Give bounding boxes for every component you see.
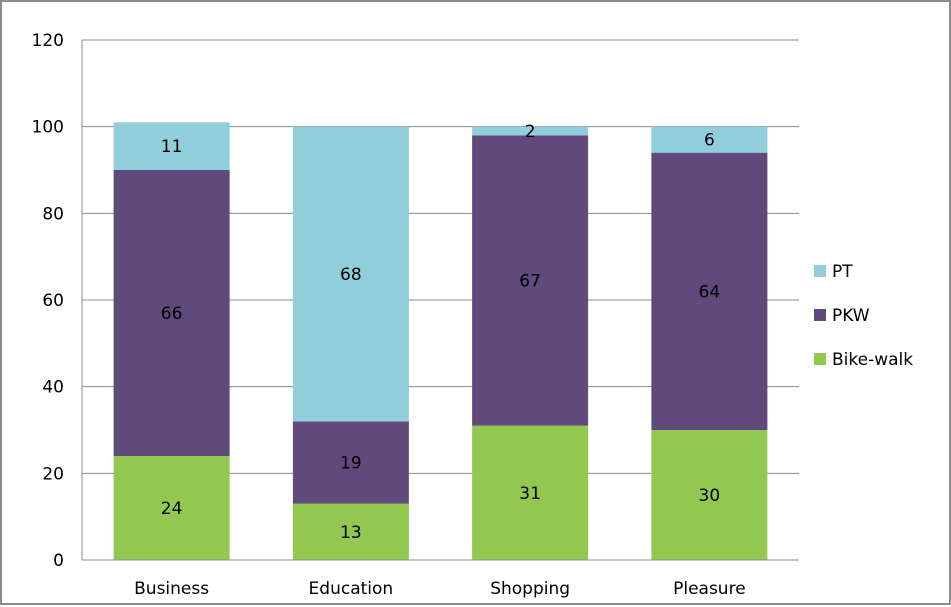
data-label-education-bike-walk: 13	[340, 523, 362, 543]
bar-pleasure-pt	[651, 126, 768, 153]
legend-swatch-pt	[814, 265, 826, 277]
bar-business-pt	[113, 122, 230, 170]
bar-shopping-pt	[472, 126, 589, 136]
y-tick-label-0: 0	[53, 551, 64, 571]
bar-education-pkw	[292, 421, 409, 504]
data-label-shopping-pkw: 67	[519, 272, 541, 292]
legend-label-pkw: PKW	[832, 306, 870, 326]
bar-pleasure-bike-walk	[651, 430, 768, 560]
data-label-education-pkw: 19	[340, 454, 362, 474]
x-tick-label-shopping: Shopping	[490, 579, 570, 599]
data-label-business-pt: 11	[161, 137, 183, 157]
legend-label-bike-walk: Bike-walk	[832, 350, 913, 370]
axes: 0 20 40 60 80 100 120 Business Education Shopping…	[32, 31, 799, 599]
data-label-education-pt: 68	[340, 265, 362, 285]
legend-swatch-pkw	[814, 309, 826, 321]
x-tick-label-business: Business	[134, 579, 209, 599]
bars	[113, 122, 768, 560]
bar-business-bike-walk	[113, 456, 230, 560]
data-label-business-bike-walk: 24	[161, 499, 183, 519]
y-tick-label-100: 100	[32, 118, 64, 138]
data-labels: 24 66 11 13 19 68 31 67 2 30 64 6	[161, 122, 720, 543]
data-label-shopping-bike-walk: 31	[519, 484, 541, 504]
y-tick-label-120: 120	[32, 31, 64, 51]
y-tick-label-60: 60	[42, 291, 64, 311]
data-label-business-pkw: 66	[161, 304, 183, 324]
x-tick-label-pleasure: Pleasure	[673, 579, 746, 599]
data-label-shopping-pt: 2	[525, 122, 536, 142]
bar-business-pkw	[113, 170, 230, 456]
data-label-pleasure-pkw: 64	[699, 282, 721, 302]
bar-education-pt	[292, 126, 409, 422]
y-tick-label-20: 20	[42, 464, 64, 484]
bar-shopping-pkw	[472, 135, 589, 426]
bar-education-bike-walk	[292, 503, 409, 560]
bar-pleasure-pkw	[651, 152, 768, 430]
legend: PT PKW Bike-walk	[814, 262, 913, 370]
x-tick-label-education: Education	[309, 579, 394, 599]
bar-shopping-bike-walk	[472, 425, 589, 560]
legend-label-pt: PT	[832, 262, 853, 282]
y-tick-label-80: 80	[42, 204, 64, 224]
data-label-pleasure-bike-walk: 30	[699, 486, 721, 506]
data-label-pleasure-pt: 6	[704, 131, 715, 151]
y-tick-label-40: 40	[42, 378, 64, 398]
legend-swatch-bike-walk	[814, 353, 826, 365]
